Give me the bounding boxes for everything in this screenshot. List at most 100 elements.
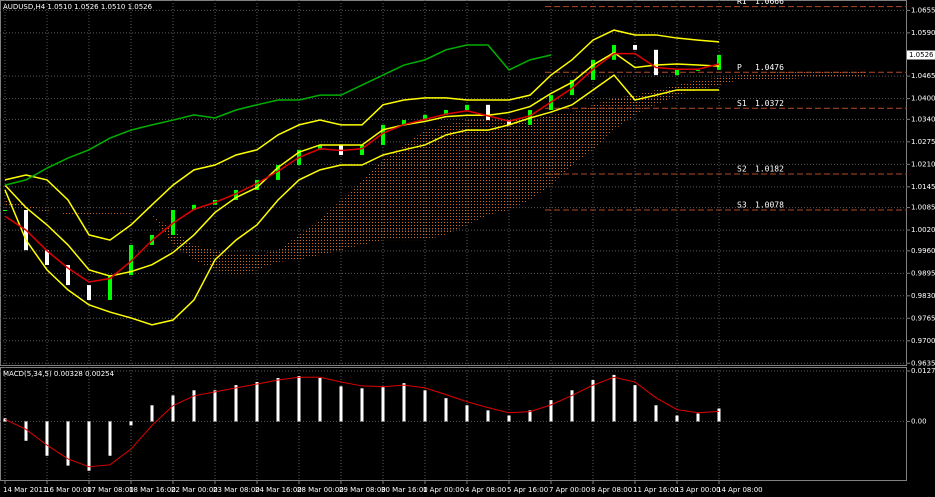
candle xyxy=(717,55,721,70)
histogram-bar xyxy=(129,421,133,426)
y-tick-label: 0.9765 xyxy=(911,314,935,322)
series-line xyxy=(4,44,552,186)
candle xyxy=(381,124,385,145)
histogram-bar xyxy=(612,374,616,422)
histogram-bar xyxy=(717,408,721,422)
histogram-bar xyxy=(108,421,112,456)
histogram-bar xyxy=(360,388,364,422)
macd-title: MACD(5,34,5) 0.00328 0.00254 xyxy=(3,370,115,378)
histogram-bar xyxy=(381,387,385,422)
series-line xyxy=(4,74,719,326)
cloud-segment xyxy=(383,144,404,241)
histogram-bar xyxy=(234,385,238,422)
marks-layer xyxy=(3,6,907,471)
cloud-segment xyxy=(278,234,299,262)
x-tick-label: 1 Apr 00:00 xyxy=(423,486,464,494)
cloud-segment xyxy=(467,117,488,225)
histogram-bar xyxy=(255,381,259,422)
current-price-box xyxy=(907,50,935,60)
y-tick-label: 0.9960 xyxy=(911,247,935,255)
y-tick-label: 1.0085 xyxy=(911,204,935,212)
cloud-segment xyxy=(299,220,320,260)
cloud-segment xyxy=(110,213,131,215)
y-tick-label: 1.0145 xyxy=(911,183,935,191)
y-tick-label: 1.0275 xyxy=(911,138,935,146)
y-tick-label: 1.0465 xyxy=(911,72,935,80)
histogram-bar xyxy=(87,421,91,471)
histogram-bar xyxy=(465,405,469,422)
candle xyxy=(276,165,280,180)
histogram-bar xyxy=(486,410,490,422)
candle xyxy=(507,120,511,125)
candle xyxy=(360,144,364,155)
candle xyxy=(696,69,700,71)
x-tick-label: 17 Mar 08:00 xyxy=(87,486,134,494)
x-tick-label: 11 Apr 16:00 xyxy=(633,486,679,494)
pivot-label: S1 xyxy=(737,99,747,108)
x-tick-label: 8 Apr 08:00 xyxy=(591,486,632,494)
y-tick-label: 1.0655 xyxy=(911,6,935,14)
candle xyxy=(465,104,469,111)
cloud-segment xyxy=(845,69,866,78)
candle xyxy=(66,265,70,286)
candle xyxy=(423,114,427,121)
pivot-value: 1.0666 xyxy=(755,0,784,6)
cloud-segment xyxy=(236,254,257,276)
candle xyxy=(633,44,637,50)
cloud-segment xyxy=(89,213,110,215)
candle xyxy=(129,244,133,276)
x-tick-label: 24 Mar 16:00 xyxy=(255,486,302,494)
histogram-bar xyxy=(339,386,343,422)
cloud-segment xyxy=(320,199,341,255)
cloud-segment xyxy=(194,244,215,270)
pivot-value: 1.0182 xyxy=(755,165,784,174)
histogram-bar xyxy=(402,383,406,422)
pivot-value: 1.0476 xyxy=(755,63,784,72)
x-tick-label: 16 Mar 00:00 xyxy=(45,486,92,494)
cloud-segment xyxy=(761,71,782,80)
y-tick-label: 0.9895 xyxy=(911,269,935,277)
cloud-segment xyxy=(677,79,698,96)
x-tick-label: 14 Apr 08:00 xyxy=(717,486,763,494)
x-tick-label: 14 Mar 2011 xyxy=(3,486,47,494)
x-tick-label: 29 Mar 08:00 xyxy=(339,486,386,494)
pivot-value: 1.0078 xyxy=(755,201,784,210)
cloud-segment xyxy=(740,73,761,80)
histogram-bar xyxy=(423,390,427,422)
x-tick-label: 7 Apr 00:00 xyxy=(549,486,590,494)
cloud-segment xyxy=(404,130,425,241)
cloud-segment xyxy=(26,204,47,213)
histogram-bar xyxy=(696,413,700,422)
candle xyxy=(654,49,658,76)
candle xyxy=(234,189,238,200)
cloud-segment xyxy=(593,97,614,150)
price-title: AUDUSD,H4 1.0510 1.0526 1.0510 1.0526 xyxy=(3,3,153,11)
y-tick-label: 0.01278 xyxy=(911,367,935,375)
histogram-bar xyxy=(318,378,322,422)
cloud-segment xyxy=(719,75,740,86)
y-tick-label: 0.9635 xyxy=(911,359,935,367)
histogram-bar xyxy=(675,415,679,422)
y-tick-label: 1.0400 xyxy=(911,95,935,103)
x-tick-label: 13 Apr 00:00 xyxy=(675,486,721,494)
histogram-bar xyxy=(528,410,532,422)
histogram-bar xyxy=(213,390,217,422)
pivot-value: 1.0372 xyxy=(755,99,784,108)
histogram-bar xyxy=(45,421,49,456)
cloud-segment xyxy=(803,71,824,78)
histogram-bar xyxy=(507,415,511,422)
pivot-label: S2 xyxy=(737,165,747,174)
histogram-bar xyxy=(633,385,637,422)
cloud-segment xyxy=(257,250,278,270)
cloud-segment xyxy=(530,114,551,200)
histogram-bar xyxy=(591,380,595,422)
histogram-bar xyxy=(549,400,553,422)
candle xyxy=(108,275,112,300)
cloud-segment xyxy=(551,112,572,186)
x-tick-label: 30 Mar 16:00 xyxy=(381,486,428,494)
candle xyxy=(192,204,196,211)
candle xyxy=(87,285,91,300)
x-tick-label: 22 Mar 00:00 xyxy=(171,486,218,494)
cloud-segment xyxy=(488,117,509,215)
